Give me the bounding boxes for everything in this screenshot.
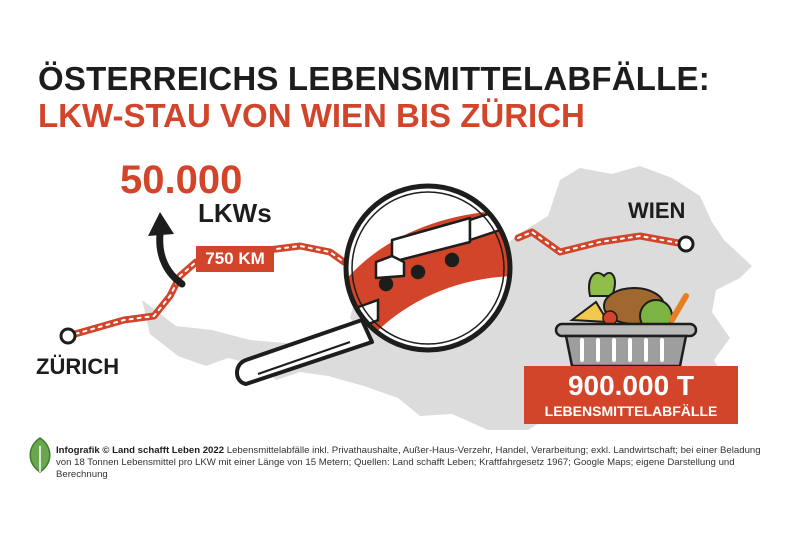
headline-line2: LKW-STAU VON WIEN BIS ZÜRICH: [38, 97, 585, 134]
leaf-logo-icon: [29, 437, 51, 473]
headline-line1: ÖSTERREICHS LEBENSMITTELABFÄLLE:: [38, 60, 710, 97]
route-end-marker: [677, 235, 695, 253]
city-label-end: WIEN: [628, 198, 686, 223]
truck-count-unit: LKWs: [198, 198, 272, 228]
footer-credit: Infografik © Land schafft Leben 2022: [56, 445, 225, 456]
waste-label: LEBENSMITTELABFÄLLE: [544, 403, 718, 419]
waste-amount: 900.000 T: [567, 370, 695, 401]
distance-label: 750 KM: [196, 246, 274, 272]
footer-text: Lebensmittelabfälle inkl. Privathaushalt…: [56, 445, 761, 480]
truck-icon: [374, 216, 472, 292]
city-label-start: ZÜRICH: [36, 354, 120, 379]
waste-total-box: 900.000 T LEBENSMITTELABFÄLLE: [524, 366, 738, 424]
magnifier-icon: [235, 183, 513, 386]
footer-note: Infografik © Land schafft Leben 2022 Leb…: [56, 445, 768, 481]
arrow-up-icon: [148, 212, 186, 288]
food-pot-icon: [554, 271, 698, 368]
route-start-marker: [59, 327, 77, 345]
truck-count: 50.000: [120, 158, 243, 202]
route-line: [64, 228, 688, 340]
